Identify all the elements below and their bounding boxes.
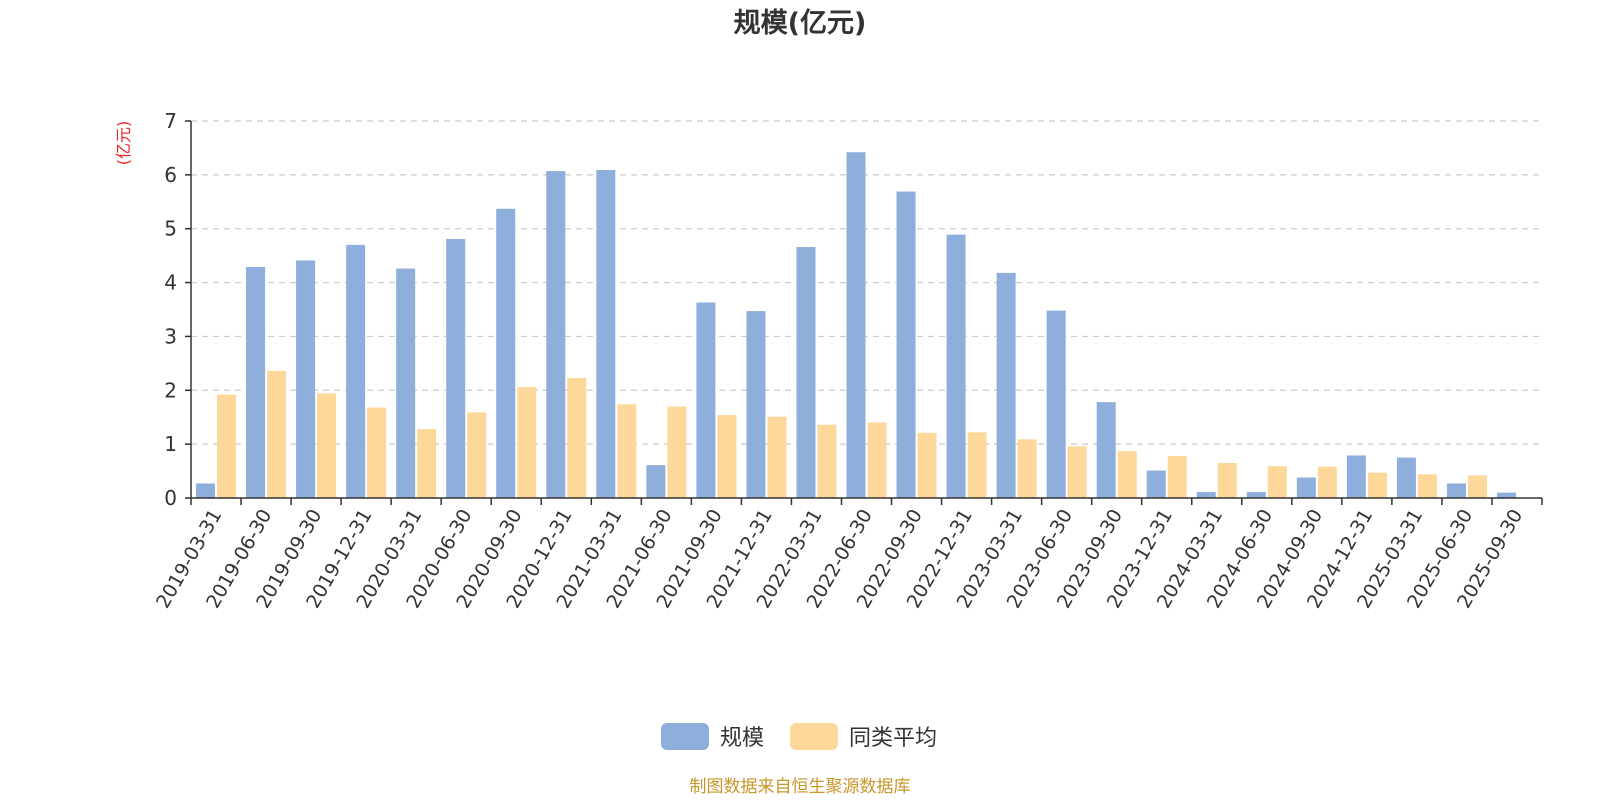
bar-scale — [596, 170, 616, 498]
bar-peer-average — [1467, 475, 1487, 498]
bar-scale — [1246, 492, 1266, 498]
bar-scale — [696, 302, 716, 498]
bar-scale — [1046, 310, 1066, 498]
bar-peer-average — [917, 432, 937, 498]
bar-peer-average — [617, 404, 637, 498]
legend-swatch — [790, 723, 838, 750]
bar-peer-average — [1367, 472, 1387, 498]
y-axis-unit: (亿元) — [114, 121, 133, 166]
bar-peer-average — [1267, 466, 1287, 498]
legend-item-peer-average[interactable]: 同类平均 — [790, 723, 937, 751]
bar-scale — [396, 268, 416, 498]
bar-scale — [846, 152, 866, 499]
bar-scale — [1146, 470, 1166, 498]
bar-peer-average — [267, 370, 287, 498]
bar-peer-average — [767, 416, 787, 498]
bar-peer-average — [1217, 462, 1237, 498]
bar-peer-average — [967, 432, 987, 498]
bar-peer-average — [717, 415, 737, 498]
bar-peer-average — [1117, 451, 1137, 498]
legend-swatch — [661, 723, 709, 750]
bar-scale — [1496, 492, 1516, 498]
bar-scale — [1446, 483, 1466, 498]
bar-scale — [296, 260, 316, 498]
bar-peer-average — [317, 393, 337, 498]
y-tick-label: 4 — [164, 271, 177, 295]
bar-scale — [196, 483, 216, 498]
legend-label: 同类平均 — [849, 726, 937, 751]
y-tick-label: 3 — [164, 324, 177, 348]
bar-peer-average — [217, 394, 237, 498]
bar-peer-average — [867, 422, 887, 498]
legend-item-scale[interactable]: 规模 — [661, 723, 764, 751]
bar-peer-average — [817, 424, 837, 498]
y-tick-label: 2 — [164, 378, 177, 402]
bar-scale — [946, 234, 966, 499]
bar-scale — [796, 247, 816, 498]
bar-peer-average — [667, 406, 687, 498]
bar-peer-average — [567, 377, 587, 498]
bar-peer-average — [1017, 439, 1037, 498]
bar-scale — [746, 311, 766, 498]
bar-peer-average — [1417, 474, 1437, 498]
bar-scale — [1346, 455, 1366, 498]
bar-scale — [246, 266, 266, 498]
legend-label: 规模 — [720, 726, 764, 751]
bar-scale — [446, 238, 466, 498]
bars — [196, 152, 1516, 499]
chart-title: 规模(亿元) — [734, 8, 867, 39]
bar-scale — [1296, 477, 1316, 498]
bar-scale — [346, 244, 366, 498]
bar-scale — [496, 208, 516, 498]
y-tick-label: 0 — [164, 486, 177, 510]
bar-scale — [646, 465, 666, 498]
bar-peer-average — [417, 429, 437, 498]
bar-peer-average — [1317, 466, 1337, 498]
bar-scale — [1096, 402, 1116, 498]
bar-scale — [1196, 492, 1216, 498]
bar-scale — [1396, 457, 1416, 498]
y-tick-label: 5 — [164, 217, 177, 241]
bar-scale — [896, 191, 916, 498]
bar-peer-average — [1067, 446, 1087, 498]
grid-lines — [191, 120, 1542, 445]
y-tick-label: 7 — [164, 109, 177, 133]
bar-peer-average — [517, 387, 537, 498]
source-note: 制图数据来自恒生聚源数据库 — [690, 777, 911, 797]
y-tick-label: 1 — [164, 432, 177, 456]
bar-scale — [996, 272, 1016, 498]
bar-scale — [546, 171, 566, 498]
bar-peer-average — [367, 407, 387, 498]
bar-peer-average — [1167, 455, 1187, 498]
bar-peer-average — [467, 412, 487, 498]
y-tick-label: 6 — [164, 163, 177, 187]
legend[interactable]: 规模 同类平均 — [661, 723, 937, 751]
